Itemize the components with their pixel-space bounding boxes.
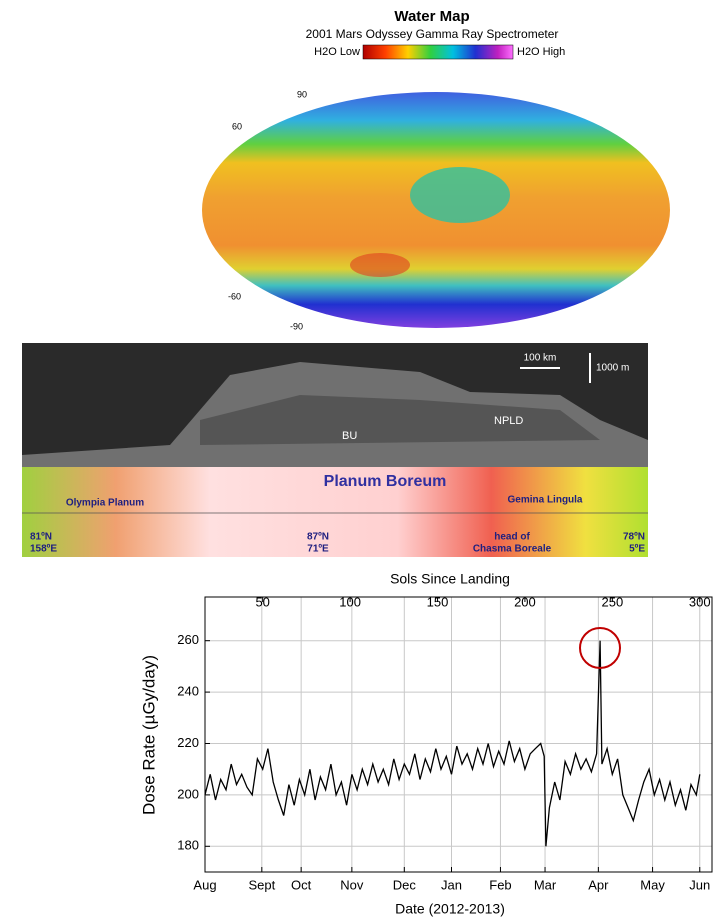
top-axis-title: Sols Since Landing	[390, 571, 510, 587]
plot: 180 200 220 240 260 Aug Sept Oct Nov Dec Jan Feb Mar…	[177, 594, 712, 892]
x-tick-label: Apr	[588, 877, 609, 892]
map-feature	[410, 167, 510, 223]
lat-label: 90	[297, 89, 307, 99]
legend-high: H2O High	[517, 46, 565, 58]
y-tick-label: 220	[177, 735, 199, 750]
color-bar	[363, 45, 513, 59]
region-label: Planum Boreum	[324, 473, 447, 490]
lat-label: 60	[232, 121, 242, 131]
unit-label: NPLD	[494, 415, 523, 427]
location-label: 158ºE	[30, 544, 57, 555]
x-tick-label: Aug	[193, 877, 216, 892]
plot-frame	[205, 597, 712, 872]
map-feature	[350, 253, 410, 277]
x-tick-label: May	[640, 877, 665, 892]
location-label: head of	[494, 532, 530, 543]
lat-label: -90	[290, 321, 303, 331]
place-label: Olympia Planum	[66, 498, 144, 509]
lat-label: -60	[228, 291, 241, 301]
y-tick-label: 200	[177, 786, 199, 801]
x-tick-label: Mar	[534, 877, 557, 892]
x-tick-label: Jan	[441, 877, 462, 892]
x-tick-label: Jun	[689, 877, 710, 892]
x-axis-title: Date (2012-2013)	[395, 901, 505, 917]
scale-label: 100 km	[524, 353, 557, 364]
location-label: 81ºN	[30, 532, 52, 543]
map-title: Water Map	[394, 8, 469, 25]
x-tick-label: Nov	[340, 877, 364, 892]
location-label: 78ºN	[623, 532, 645, 543]
figure: Water Map 2001 Mars Odyssey Gamma Ray Sp…	[0, 0, 714, 919]
legend-low: H2O Low	[314, 46, 360, 58]
unit-label: BU	[342, 430, 357, 442]
x-tick-label: Dec	[393, 877, 417, 892]
y-axis-title: Dose Rate (µGy/day)	[139, 655, 158, 815]
place-label: Gemina Lingula	[507, 495, 582, 506]
x-tick-label: Oct	[291, 877, 312, 892]
scale-label: 1000 m	[596, 363, 629, 374]
y-tick-label: 260	[177, 632, 199, 647]
y-tick-label: 180	[177, 838, 199, 853]
location-label: 87ºN	[307, 532, 329, 543]
x-tick-label: Sept	[248, 877, 275, 892]
location-label: 5ºE	[629, 544, 645, 555]
x-tick-label: Feb	[489, 877, 511, 892]
map-subtitle: 2001 Mars Odyssey Gamma Ray Spectrometer	[306, 27, 559, 41]
location-label: Chasma Boreale	[473, 544, 552, 555]
location-label: 71ºE	[307, 544, 329, 555]
y-tick-label: 240	[177, 684, 199, 699]
